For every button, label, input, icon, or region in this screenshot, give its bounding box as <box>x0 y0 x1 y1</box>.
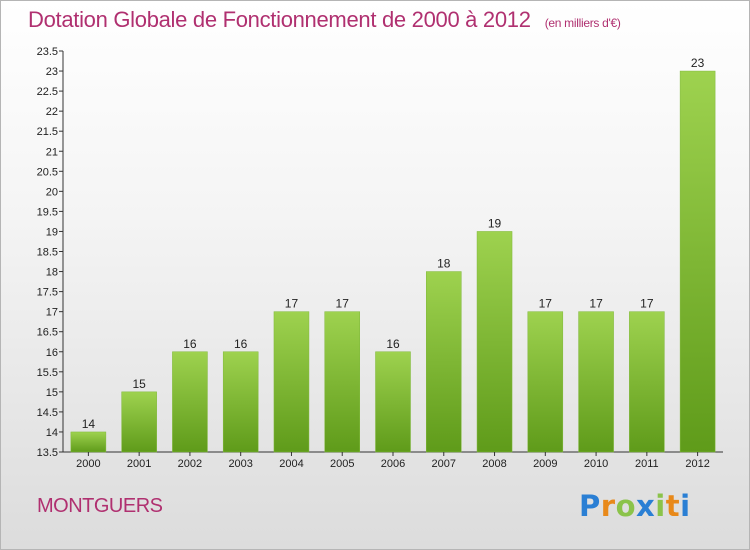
bar <box>629 311 665 453</box>
y-tick-label: 19.5 <box>37 206 58 218</box>
y-tick-label: 22 <box>46 106 58 118</box>
x-tick-label: 2006 <box>381 458 405 470</box>
data-label: 19 <box>488 216 502 230</box>
y-tick-label: 20 <box>46 186 58 198</box>
y-tick-label: 21 <box>46 146 58 158</box>
data-label: 18 <box>437 257 451 271</box>
x-tick-label: 2008 <box>482 458 506 470</box>
data-label: 15 <box>132 377 146 391</box>
bar <box>222 351 259 453</box>
bar <box>679 70 716 453</box>
x-tick-label: 2004 <box>279 458 303 470</box>
x-tick-label: 2011 <box>635 458 659 470</box>
bar <box>324 311 360 453</box>
y-tick-label: 14 <box>46 427 58 439</box>
data-label: 17 <box>589 297 603 311</box>
y-tick-label: 18.5 <box>37 247 58 259</box>
bar <box>578 311 614 453</box>
bar <box>527 311 564 453</box>
chart-subtitle: (en milliers d'€) <box>544 16 621 30</box>
chart-title-text: Dotation Globale de Fonctionnement de 20… <box>28 7 531 32</box>
data-label: 16 <box>234 337 248 351</box>
y-tick-label: 17.5 <box>37 287 58 299</box>
y-tick-label: 15.5 <box>37 367 58 379</box>
proxiti-logo: Proxiti <box>579 489 691 523</box>
y-tick-label: 13.5 <box>37 447 58 459</box>
data-label: 14 <box>82 417 96 431</box>
bar <box>172 351 208 453</box>
commune-name: MONTGUERS <box>37 495 163 517</box>
x-tick-label: 2005 <box>330 458 354 470</box>
y-tick-label: 20.5 <box>37 166 58 178</box>
bar <box>426 271 462 453</box>
y-tick-label: 21.5 <box>37 126 58 138</box>
x-tick-label: 2000 <box>76 458 100 470</box>
x-tick-label: 2002 <box>178 458 202 470</box>
y-tick-label: 18 <box>46 267 58 279</box>
x-tick-label: 2012 <box>685 458 709 470</box>
data-label: 17 <box>285 297 299 311</box>
bar <box>70 431 107 453</box>
y-tick-label: 22.5 <box>37 86 58 98</box>
bar <box>273 311 310 453</box>
y-tick-label: 16 <box>46 347 58 359</box>
bar <box>375 351 411 453</box>
x-tick-label: 2009 <box>533 458 557 470</box>
y-tick-label: 19 <box>46 226 58 238</box>
x-tick-label: 2003 <box>228 458 252 470</box>
y-tick-label: 15 <box>46 387 58 399</box>
data-label: 23 <box>691 56 705 70</box>
x-tick-label: 2007 <box>432 458 456 470</box>
y-tick-label: 14.5 <box>37 407 58 419</box>
y-tick-label: 17 <box>46 307 58 319</box>
chart-title: Dotation Globale de Fonctionnement de 20… <box>28 7 621 33</box>
data-label: 17 <box>640 297 654 311</box>
y-tick-label: 23.5 <box>37 46 58 58</box>
data-label: 16 <box>183 337 197 351</box>
y-tick-label: 23 <box>46 66 58 78</box>
x-tick-label: 2010 <box>584 458 608 470</box>
bar <box>476 231 513 453</box>
x-tick-label: 2001 <box>127 458 151 470</box>
bar <box>121 391 157 453</box>
y-tick-label: 16.5 <box>37 327 58 339</box>
data-label: 17 <box>539 297 553 311</box>
data-label: 16 <box>386 337 400 351</box>
data-label: 17 <box>336 297 350 311</box>
